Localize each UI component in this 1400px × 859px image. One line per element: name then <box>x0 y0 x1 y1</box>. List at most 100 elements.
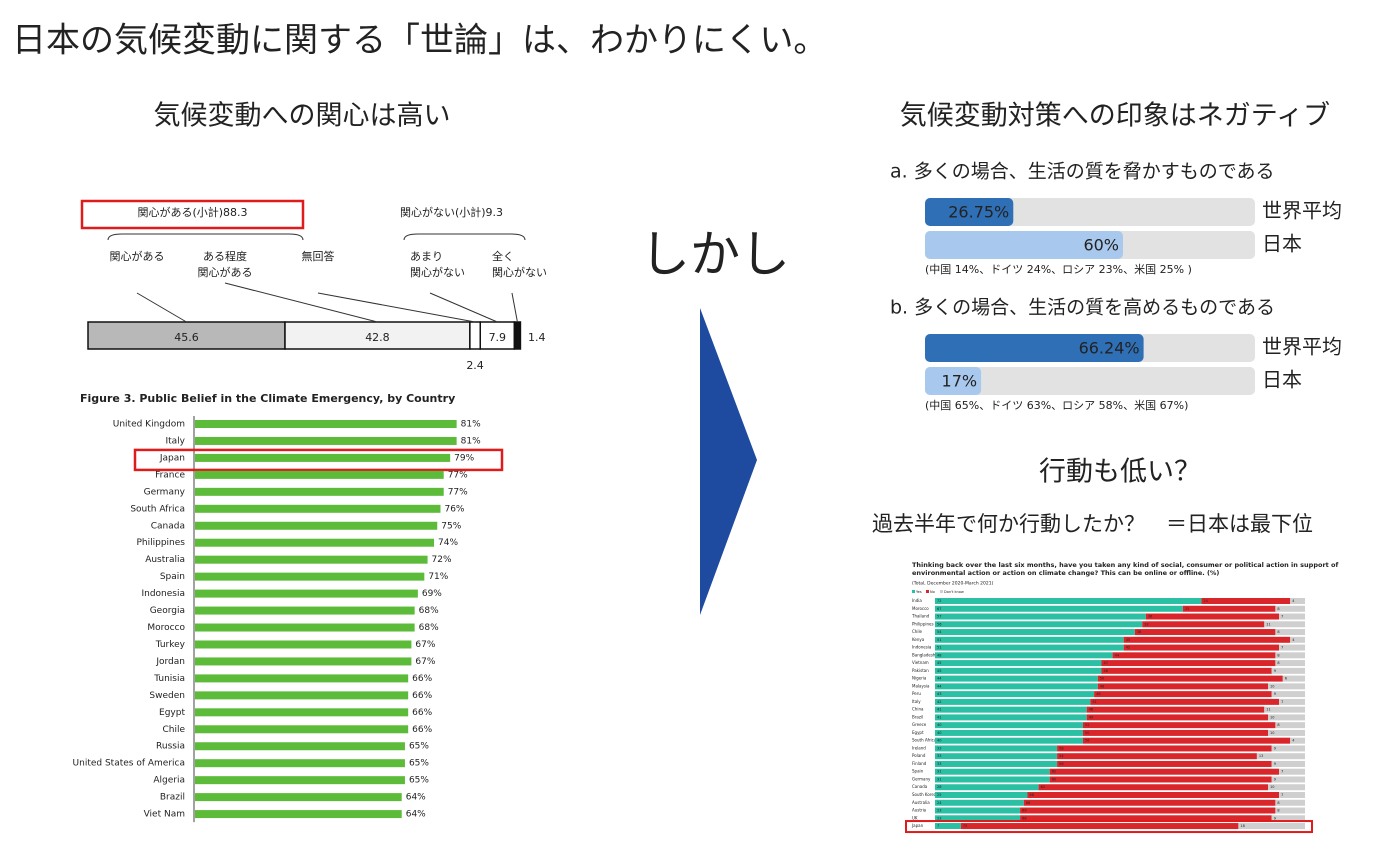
category-label: Georgia <box>150 606 185 616</box>
bar <box>195 470 444 479</box>
segment <box>1142 621 1265 628</box>
segment <box>1290 636 1305 643</box>
segment <box>935 636 1124 643</box>
category-label: India <box>912 598 922 603</box>
segment <box>935 667 1102 674</box>
category-label: 全く <box>492 249 514 263</box>
segment <box>284 321 471 350</box>
segment <box>1275 605 1305 612</box>
value-label: 41 <box>937 715 941 719</box>
value-label: 67% <box>415 657 435 667</box>
arrow <box>700 308 757 615</box>
segment <box>1275 799 1305 806</box>
category-label: Japan <box>911 823 924 828</box>
category-label: Malaysia <box>912 683 930 688</box>
segment <box>1271 667 1305 674</box>
segment <box>935 598 1202 604</box>
category-label: Jordan <box>155 657 185 667</box>
leader <box>224 282 378 323</box>
value-label: 50 <box>1085 731 1089 735</box>
value-label: 38 <box>1137 630 1141 634</box>
segment <box>1123 644 1280 651</box>
segment <box>1057 760 1272 767</box>
category-label: UK <box>912 815 918 820</box>
category-label: Philippines <box>912 621 934 626</box>
segment <box>935 675 1098 682</box>
question: a. 多くの場合、生活の質を脅かすものである <box>890 161 1275 183</box>
note: (中国 65%、ドイツ 63%、ロシア 58%、米国 67%) <box>925 399 1188 412</box>
value-label: 54 <box>1059 754 1064 758</box>
segment <box>1101 660 1276 667</box>
segment <box>935 760 1058 767</box>
value-label: 66% <box>412 674 432 684</box>
value-label: 9 <box>1274 777 1276 781</box>
category-label: United States of America <box>73 759 185 769</box>
segment <box>1097 683 1268 690</box>
category-label: South Africa <box>130 504 185 514</box>
category-label: 無回答 <box>302 249 335 263</box>
segment <box>935 815 1021 822</box>
segment <box>935 714 1087 721</box>
bar <box>195 504 441 513</box>
category-label: 関心がない <box>410 265 465 279</box>
segment <box>1268 729 1305 736</box>
value-label: 51 <box>937 638 941 642</box>
value-label: 10 <box>1270 731 1274 735</box>
value-label: 64% <box>406 793 426 803</box>
category-label: ある程度 <box>203 249 247 263</box>
value-label: 7 <box>937 824 939 828</box>
value-label: 9 <box>1274 816 1276 820</box>
action-question: 過去半年で何か行動したか？ ＝日本は最下位 <box>872 512 1313 536</box>
note: (中国 14%、ドイツ 24%、ロシア 23%、米国 25% ) <box>925 263 1192 276</box>
group-label: 関心がない(小計)9.3 <box>400 205 503 219</box>
category-label: Vietnam <box>912 660 929 665</box>
value-label: 68 <box>1030 793 1034 797</box>
value-label: 45 <box>937 661 941 665</box>
value-label: 8 <box>1277 809 1279 813</box>
bar <box>195 420 457 428</box>
bar <box>195 538 435 547</box>
action-heading: 行動も低い？ <box>1039 457 1201 488</box>
segment <box>1271 776 1305 783</box>
category-label: Tunisia <box>153 674 185 684</box>
bar-track <box>925 367 1255 395</box>
value-label: 7 <box>1281 615 1283 619</box>
category-label: Germany <box>144 487 186 497</box>
value-label: 11 <box>1266 708 1270 712</box>
legend-label: No <box>930 590 935 594</box>
value-label: 66.24% <box>1079 339 1140 358</box>
value-label: 45.6 <box>174 331 199 344</box>
value-label: 23 <box>937 809 941 813</box>
bar <box>925 367 982 395</box>
category-label: Russia <box>156 742 185 752</box>
category-label: Indonesia <box>912 645 932 650</box>
category-label: Spain <box>160 572 185 582</box>
value-label: 9 <box>1274 762 1276 766</box>
value-label: 46 <box>1104 669 1108 673</box>
segment <box>935 784 1039 791</box>
slide-title: 日本の気候変動に関する「世論」は、わかりにくい。 <box>12 21 827 61</box>
category-label: South Africa <box>912 738 937 743</box>
value-label: 24 <box>937 801 942 805</box>
segment <box>1290 598 1305 604</box>
segment <box>1038 784 1268 791</box>
bar <box>195 725 409 734</box>
chart-title: Thinking back over the last six months, … <box>912 561 1338 569</box>
value-label: 8 <box>1277 607 1279 611</box>
value-label: 8 <box>1277 653 1279 657</box>
value-label: 60% <box>1083 236 1119 255</box>
bar <box>925 198 1014 226</box>
segment <box>1290 737 1305 744</box>
segment <box>1268 714 1305 721</box>
bracket <box>107 233 304 241</box>
value-label: 69 <box>1022 809 1026 813</box>
value-label: 4 <box>1292 638 1295 642</box>
bar <box>195 572 425 581</box>
segment <box>1279 698 1305 705</box>
value-label: 8 <box>1277 801 1279 805</box>
segment <box>935 729 1083 736</box>
segment <box>935 706 1087 713</box>
segment <box>1145 613 1280 620</box>
category-label: Finland <box>912 761 927 766</box>
segment <box>1201 598 1291 604</box>
